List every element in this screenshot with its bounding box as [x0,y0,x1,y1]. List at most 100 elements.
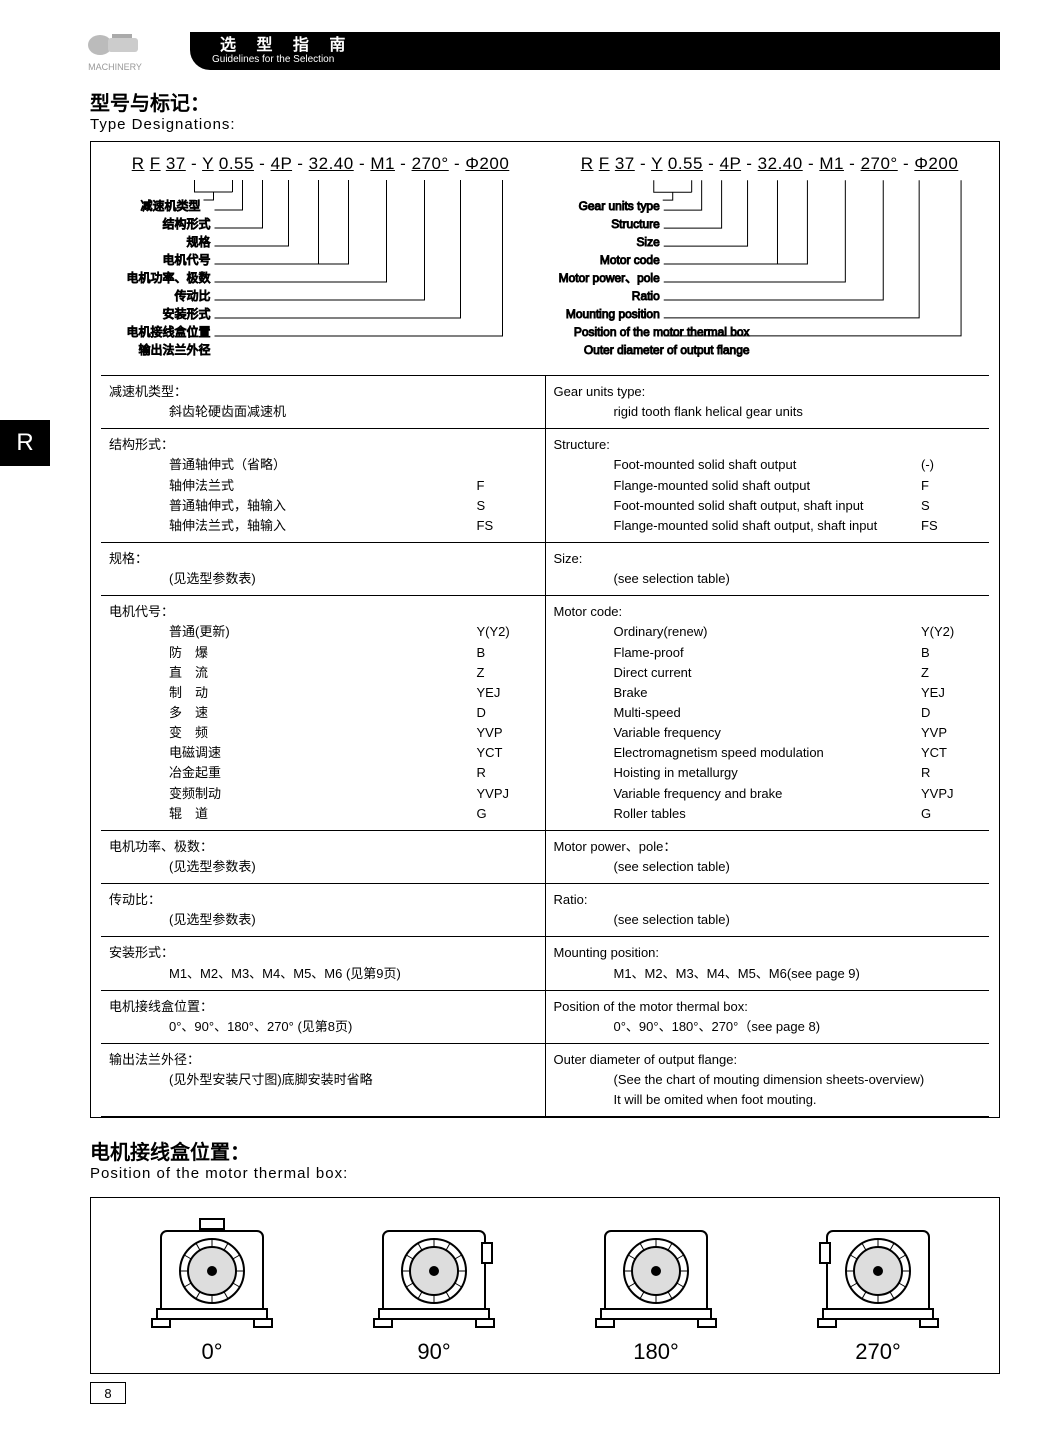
svg-text:Size: Size [636,235,660,249]
row-sub-en: (see selection table) [554,910,982,930]
row-hd-en: Gear units type: [554,382,982,402]
row-kv-en: Variable frequency and brakeYVPJ [554,784,982,804]
motor-angle: 270° [798,1339,958,1365]
row-kv-cn: 防 爆B [109,643,537,663]
svg-text:Mounting position: Mounting position [566,307,660,321]
motor-icon [132,1213,292,1333]
title-bar: 选 型 指 南 Guidelines for the Selection [190,32,1000,70]
row-hd-cn: 电机代号： [109,602,537,622]
svg-text:电机代号: 电机代号 [162,253,210,267]
row-kv-en: Flange-mounted solid shaft outputF [554,476,982,496]
row-kv-en: Variable frequencyYVP [554,723,982,743]
row-hd-cn: 输出法兰外径： [109,1050,537,1070]
bracket-diagram-en: Gear units type Structure Size Motor cod… [550,180,989,370]
section1-title-cn: 型号与标记： [90,87,1000,116]
section2-title-en: Position of the motor thermal box: [90,1165,1000,1182]
row-kv-en: Flame-proofB [554,643,982,663]
row-kv-cn: 制 动YEJ [109,683,537,703]
svg-text:Ratio: Ratio [632,289,660,303]
row-sub-en: (see selection table) [554,569,982,589]
row-hd-en: Size: [554,549,982,569]
svg-text:输出法兰外径: 输出法兰外径 [138,342,210,357]
row-hd-cn: 结构形式： [109,435,537,455]
row-kv-en: Foot-mounted solid shaft output(-) [554,455,982,475]
row-sub-en: rigid tooth flank helical gear units [554,402,982,422]
row-kv-en: Multi-speedD [554,703,982,723]
motor-angle: 90° [354,1339,514,1365]
svg-text:减速机类型: 减速机类型 [140,199,200,213]
row-kv-cn: 变频制动YVPJ [109,784,537,804]
row-kv-en: Roller tablesG [554,804,982,824]
row-hd-en: Structure: [554,435,982,455]
row-kv-cn: 轴伸法兰式，轴输入FS [109,516,537,536]
row-sub-cn: (见选型参数表) [109,569,537,589]
row-kv-en: BrakeYEJ [554,683,982,703]
logo-icon [80,30,150,60]
title-en: Guidelines for the Selection [212,54,353,65]
motor-angle: 0° [132,1339,292,1365]
row-hd-en: Mounting position: [554,943,982,963]
motor-item: 270° [798,1213,958,1365]
motor-item: 180° [576,1213,736,1365]
row-kv-en: Ordinary(renew)Y(Y2) [554,622,982,642]
row-kv-cn: 冶金起重R [109,763,537,783]
row-hd-en: Position of the motor thermal box: [554,997,982,1017]
motor-diagrams: 0° 90° 180° [90,1197,1000,1374]
row-kv-en: Electromagnetism speed modulationYCT [554,743,982,763]
motor-icon [798,1213,958,1333]
title-cn: 选 型 指 南 [220,37,353,55]
code-en: R F 37 - Y 0.55 - 4P - 32.40 - M1 - 270°… [550,154,989,174]
designation-en: R F 37 - Y 0.55 - 4P - 32.40 - M1 - 270°… [550,154,989,375]
row-sub-cn: (见选型参数表) [109,910,537,930]
row-hd-cn: 电机功率、极数： [109,837,537,857]
row-kv-cn: 变 频YVP [109,723,537,743]
bracket-diagram-cn: 减速机类型 结构形式 规格 电机代号 电机功率、极数 传动比 安装形式 电机接线… [101,180,540,370]
row-kv-cn: 多 速D [109,703,537,723]
row-kv-cn: 轴伸法兰式F [109,476,537,496]
row-sub-en: 0°、90°、180°、270°（see page 8) [554,1017,982,1037]
row-kv-cn: 普通(更新)Y(Y2) [109,622,537,642]
logo: MACHINERY [40,30,190,72]
row-hd-cn: 电机接线盒位置： [109,997,537,1017]
row-hd-en: Motor power、pole： [554,837,982,857]
row-sub-cn: (见选型参数表) [109,857,537,877]
svg-text:规格: 规格 [186,234,210,249]
row-hd-en: Ratio: [554,890,982,910]
row-kv-en: Direct currentZ [554,663,982,683]
logo-text: MACHINERY [88,62,142,72]
row-kv-cn: 普通轴伸式，轴输入S [109,496,537,516]
section1-title-en: Type Designations: [90,116,1000,133]
row-sub-cn: 斜齿轮硬齿面减速机 [109,402,537,422]
row-sub-cn: 0°、90°、180°、270° (见第8页) [109,1017,537,1037]
svg-text:Outer diameter of output flang: Outer diameter of output flange [584,343,750,357]
svg-text:Gear units type: Gear units type [579,199,661,213]
svg-text:Structure: Structure [611,217,660,231]
row-kv-cn: 电磁调速YCT [109,743,537,763]
svg-text:结构形式: 结构形式 [162,216,210,231]
row-hd-cn: 规格： [109,549,537,569]
row-sub-en: (See the chart of mouting dimension shee… [554,1070,982,1110]
motor-item: 0° [132,1213,292,1365]
motor-angle: 180° [576,1339,736,1365]
motor-item: 90° [354,1213,514,1365]
row-kv-cn: 直 流Z [109,663,537,683]
row-kv-cn: 辊 道G [109,804,537,824]
header: MACHINERY 选 型 指 南 Guidelines for the Sel… [40,30,1000,72]
motor-icon [354,1213,514,1333]
row-hd-en: Motor code: [554,602,982,622]
row-hd-cn: 减速机类型： [109,382,537,402]
row-sub-cn: (见外型安装尺寸图)底脚安装时省略 [109,1070,537,1090]
row-hd-en: Outer diameter of output flange: [554,1050,982,1070]
svg-text:Motor code: Motor code [600,253,660,267]
svg-text:传动比: 传动比 [174,288,210,303]
row-sub-en: (see selection table) [554,857,982,877]
svg-text:Motor power、pole: Motor power、pole [559,271,660,285]
row-hd-cn: 传动比： [109,890,537,910]
row-kv-en: Foot-mounted solid shaft output, shaft i… [554,496,982,516]
row-kv-cn: 普通轴伸式（省略） [109,455,537,475]
row-kv-en: Hoisting in metallurgyR [554,763,982,783]
svg-text:电机功率、极数: 电机功率、极数 [126,270,210,285]
svg-text:安装形式: 安装形式 [162,306,210,321]
svg-text:电机接线盒位置: 电机接线盒位置 [126,324,210,339]
code-cn: R F 37 - Y 0.55 - 4P - 32.40 - M1 - 270°… [101,154,540,174]
